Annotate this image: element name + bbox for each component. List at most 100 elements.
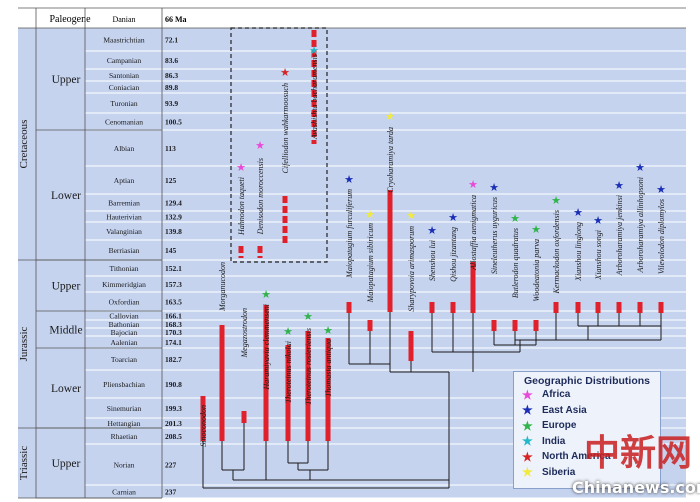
star-icon: ★ — [255, 140, 265, 152]
star-icon: ★ — [303, 311, 313, 323]
stage-label: Hauterivian — [106, 213, 142, 222]
taxon-label: Allostaffia aenigmatica — [469, 195, 478, 271]
period-label: Triassic — [18, 446, 30, 481]
stage-label: Aptian — [114, 176, 135, 185]
star-icon: ★ — [406, 210, 416, 222]
legend-item-north-america: ★ North America — [522, 449, 611, 464]
star-icon: ★ — [365, 209, 375, 221]
legend-item-africa: ★ Africa — [522, 387, 571, 402]
epoch-label: Upper — [52, 281, 81, 293]
star-icon: ★ — [309, 45, 319, 57]
period-label-paleogene: Paleogene — [49, 14, 91, 25]
epoch-label: Lower — [51, 383, 81, 395]
taxon-label: Theroteinus nikolai — [284, 341, 293, 403]
star-icon: ★ — [656, 184, 666, 196]
age-label: 139.8 — [165, 227, 182, 236]
epoch-label: Upper — [52, 74, 81, 86]
stage-label: Kimmeridgian — [102, 280, 146, 289]
age-label: 125 — [165, 176, 177, 185]
taxon-label: Qishou jizantang — [449, 227, 458, 282]
stage-label: Campanian — [107, 56, 141, 65]
period-label: Cretaceous — [18, 120, 30, 169]
taxon-label: Avashishta bacharamensis — [310, 54, 319, 140]
star-icon: ★ — [635, 162, 645, 174]
star-icon: ★ — [489, 182, 499, 194]
taxon-label: Maiopatagium furculiferum — [345, 189, 354, 279]
stage-label: Maastrichtian — [103, 36, 144, 45]
star-icon: ★ — [593, 215, 603, 227]
age-label: 182.7 — [165, 355, 182, 364]
taxon-label: Cifelliodon wahkarmoosuch — [281, 83, 290, 173]
age-label: 227 — [165, 461, 177, 470]
star-icon: ★ — [522, 449, 533, 464]
age-label: 72.1 — [165, 36, 178, 45]
taxon-label: Haramiyavia clemmenseni — [262, 304, 271, 391]
stage-label-danian: Danian — [112, 15, 135, 24]
epoch-label: Upper — [52, 458, 81, 470]
taxon-label: Kermackodon oxfordensis — [552, 210, 561, 294]
stage-label: Carnian — [112, 488, 136, 497]
epoch-label: Lower — [51, 190, 81, 202]
taxon-label: Sineleutherus uyguricus — [490, 197, 499, 274]
epoch-label: Middle — [49, 325, 82, 337]
stage-label: Pliensbachian — [103, 380, 145, 389]
watermark-logo: 中新网 — [584, 433, 693, 474]
legend: Geographic Distributions ★ Africa ★ East A… — [513, 371, 661, 489]
age-label: 132.9 — [165, 213, 182, 222]
taxon-label: Xianshou linglong — [574, 222, 583, 282]
age-label: 145 — [165, 246, 177, 255]
stage-label: Toarcian — [111, 355, 137, 364]
stage-label: Berriasian — [109, 246, 140, 255]
period-label: Jurassic — [18, 326, 30, 361]
age-label: 157.3 — [165, 280, 182, 289]
stage-label: Albian — [114, 144, 135, 153]
taxon-label: Arboroharamiya allinhopsoni — [636, 177, 645, 273]
star-icon: ★ — [522, 434, 533, 449]
star-icon: ★ — [510, 213, 520, 225]
legend-item-india: ★ India — [522, 434, 566, 449]
age-label-66: 66 Ma — [165, 15, 187, 24]
star-icon: ★ — [261, 289, 271, 301]
stage-label: Bajocian — [111, 328, 138, 337]
star-icon: ★ — [522, 387, 533, 402]
stage-label: Rhaetian — [111, 432, 138, 441]
star-icon: ★ — [551, 195, 561, 207]
star-icon: ★ — [280, 67, 290, 79]
age-label: 237 — [165, 488, 177, 497]
star-icon: ★ — [448, 212, 458, 224]
age-label: 113 — [165, 144, 176, 153]
stage-label: Aalenian — [110, 338, 137, 347]
stage-label: Tithonian — [110, 264, 139, 273]
legend-title: Geographic Distributions — [523, 375, 650, 387]
age-label: 201.3 — [165, 419, 182, 428]
star-icon: ★ — [522, 403, 533, 418]
stage-label: Valanginian — [106, 227, 142, 236]
age-label: 89.8 — [165, 83, 178, 92]
age-label: 86.3 — [165, 71, 178, 80]
star-icon: ★ — [522, 465, 533, 480]
stage-label: Coniacian — [109, 83, 140, 92]
taxon-label: Denisodon moroccensis — [256, 158, 265, 235]
taxon-label: Thomasia antiqua — [324, 339, 333, 397]
taxon-label: Sharypovoia arimasporum — [407, 226, 416, 312]
stage-label: Barremian — [108, 199, 140, 208]
age-label: 93.9 — [165, 99, 178, 108]
taxon-label: Cryoharamiya tarda — [386, 127, 395, 193]
star-icon: ★ — [283, 326, 293, 338]
legend-item-siberia: ★ Siberia — [522, 465, 576, 480]
age-label: 166.1 — [165, 312, 182, 321]
stage-label: Oxfordian — [109, 298, 140, 307]
stage-label: Cenomanian — [105, 118, 143, 127]
stage-label: Callovian — [109, 312, 138, 321]
taxon-label: Hahnodon taqueti — [237, 177, 246, 236]
star-icon: ★ — [427, 225, 437, 237]
watermark-site: Chinanews.com — [572, 478, 700, 497]
star-icon: ★ — [531, 224, 541, 236]
age-label: 199.3 — [165, 404, 182, 413]
star-icon: ★ — [614, 180, 624, 192]
taxon-label: Megazostrodon — [240, 308, 249, 358]
star-icon: ★ — [468, 179, 478, 191]
star-icon: ★ — [385, 111, 395, 123]
taxon-label: Theroteinus rosieriensis — [304, 328, 313, 405]
